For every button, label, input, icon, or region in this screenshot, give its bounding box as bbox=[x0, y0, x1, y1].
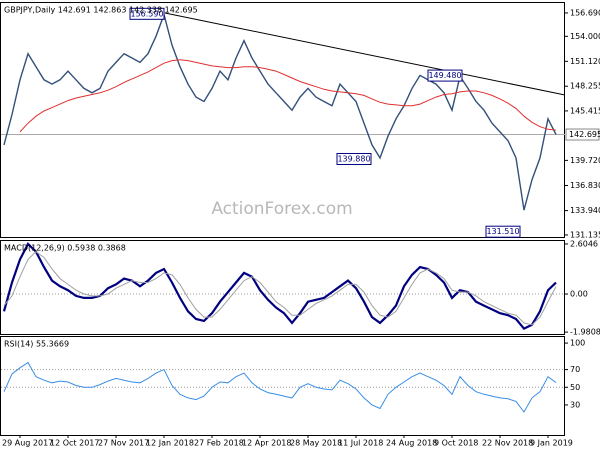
y-tick-label: 0.00 bbox=[570, 290, 588, 299]
y-tick-label: 70 bbox=[570, 365, 580, 374]
series-line bbox=[3, 361, 557, 413]
x-tick-label: 22 Nov 2018 bbox=[482, 439, 533, 448]
annotation-box bbox=[336, 152, 372, 165]
series-line bbox=[19, 59, 557, 133]
panel-frame bbox=[0, 240, 565, 335]
watermark: ActionForex.com bbox=[211, 199, 352, 219]
trend-line bbox=[164, 12, 566, 96]
panel-title: GBPJPY,Daily 142.691 142.863 142.338 142… bbox=[4, 6, 198, 15]
annotation-label: 149.480 bbox=[428, 71, 461, 80]
x-tick-label: 12 Apr 2018 bbox=[242, 439, 291, 448]
annotation-box bbox=[485, 225, 521, 238]
x-tick-label: 27 Nov 2017 bbox=[98, 439, 149, 448]
x-tick-label: 24 Aug 2018 bbox=[386, 439, 437, 448]
last-price-box bbox=[565, 128, 600, 141]
y-tick-label: 136.830 bbox=[570, 181, 600, 190]
y-tick-label: 156.690 bbox=[570, 8, 600, 17]
panel-frame bbox=[0, 336, 565, 436]
x-tick-label: 12 Jan 2018 bbox=[146, 439, 194, 448]
x-tick-label: 9 Oct 2018 bbox=[434, 439, 478, 448]
x-tick-label: 28 May 2018 bbox=[290, 439, 342, 448]
y-tick-label: 133.940 bbox=[570, 206, 600, 215]
y-tick-label: 2.6046 bbox=[570, 239, 598, 248]
y-tick-label: 154.000 bbox=[570, 32, 600, 41]
x-tick-label: 11 Jul 2018 bbox=[338, 439, 383, 448]
annotation-label: 156.590 bbox=[130, 9, 163, 18]
x-tick-label: 29 Aug 2017 bbox=[2, 439, 53, 448]
last-price-label: 142.695 bbox=[569, 130, 600, 139]
annotation-box bbox=[427, 69, 463, 82]
panel-title: RSI(14) 55.3669 bbox=[4, 340, 69, 349]
annotation-box bbox=[129, 7, 165, 20]
y-tick-label: 151.120 bbox=[570, 57, 600, 66]
annotation-label: 131.510 bbox=[486, 227, 519, 236]
y-tick-label: 131.135 bbox=[570, 230, 600, 239]
y-tick-label: 145.415 bbox=[570, 106, 600, 115]
x-tick-label: 9 Jan 2019 bbox=[530, 439, 573, 448]
series-line bbox=[3, 12, 557, 211]
y-tick-label: 50 bbox=[570, 383, 580, 392]
series-line bbox=[2, 242, 557, 330]
x-tick-label: 27 Feb 2018 bbox=[194, 439, 244, 448]
y-tick-label: 139.720 bbox=[570, 156, 600, 165]
y-tick-label: 100 bbox=[570, 339, 585, 348]
x-tick-label: 12 Oct 2017 bbox=[50, 439, 99, 448]
panel-title: MACD(12,26,9) 0.5938 0.3868 bbox=[4, 244, 126, 253]
y-tick-label: 30 bbox=[570, 400, 580, 409]
annotation-label: 139.880 bbox=[337, 154, 370, 163]
y-tick-label: 148.255 bbox=[570, 82, 600, 91]
panel-frame bbox=[0, 2, 565, 238]
series-line bbox=[3, 251, 557, 326]
y-tick-label: -1.9808 bbox=[570, 328, 600, 337]
